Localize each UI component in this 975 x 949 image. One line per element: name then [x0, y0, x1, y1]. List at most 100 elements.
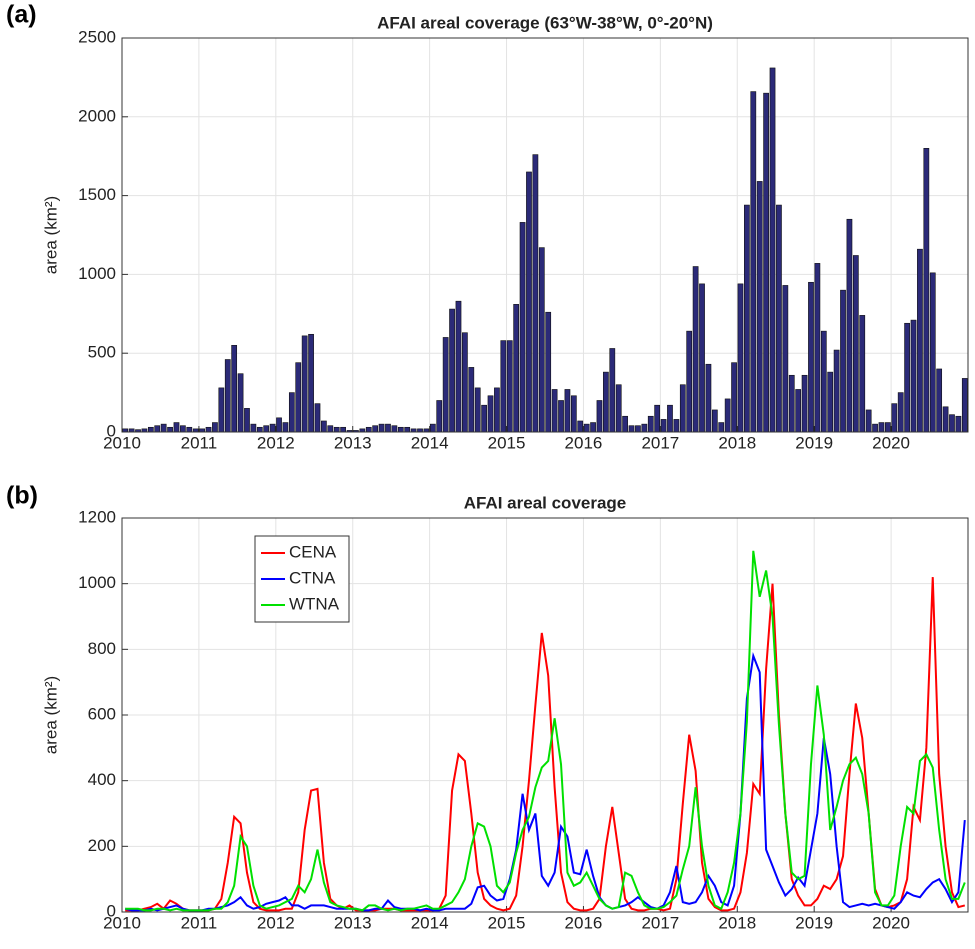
bar	[314, 403, 321, 433]
bar	[840, 289, 846, 433]
y-tick-label: 1200	[78, 507, 116, 526]
bar	[679, 384, 686, 433]
y-tick-label: 1000	[78, 264, 116, 283]
bar	[885, 422, 891, 433]
x-tick-label: 2014	[411, 913, 449, 932]
bar	[865, 409, 872, 433]
bar	[667, 404, 673, 433]
bar	[308, 333, 314, 433]
bar	[404, 426, 411, 433]
bar	[891, 403, 898, 433]
bar	[603, 371, 609, 433]
bar	[654, 404, 661, 433]
bar	[455, 300, 462, 433]
bar	[276, 417, 282, 433]
y-tick-label: 2000	[78, 106, 116, 125]
y-tick-label: 2500	[78, 27, 116, 46]
y-tick-label: 0	[107, 421, 116, 440]
bar	[180, 425, 186, 433]
bar	[961, 378, 968, 433]
bar	[538, 247, 545, 433]
bar	[744, 204, 750, 433]
bar	[737, 283, 744, 433]
bar	[904, 322, 910, 433]
bar	[583, 423, 590, 433]
y-tick-label: 800	[88, 639, 116, 658]
plot-frame	[121, 37, 969, 433]
bar	[487, 395, 494, 433]
y-tick-label: 0	[107, 901, 116, 920]
bar	[724, 398, 731, 433]
bar	[609, 348, 616, 433]
plot-frame	[121, 517, 969, 913]
bar	[596, 400, 603, 433]
series-line	[125, 550, 966, 912]
bar	[474, 387, 481, 433]
bar	[385, 423, 391, 433]
bar	[250, 423, 257, 433]
bar	[506, 340, 513, 433]
bar	[545, 311, 552, 433]
plot-area	[122, 38, 968, 432]
bar	[167, 426, 173, 433]
bar	[859, 315, 866, 433]
bar	[756, 181, 763, 433]
bar	[154, 425, 161, 433]
bar	[321, 420, 327, 433]
y-axis-label: area (km²)	[41, 196, 60, 274]
legend-label: CENA	[289, 542, 337, 561]
y-tick-label: 1500	[78, 185, 116, 204]
bar	[923, 148, 930, 433]
bar	[391, 425, 398, 433]
bar	[570, 395, 577, 433]
bar	[365, 426, 372, 433]
chart-title: AFAI areal coverage (63°W-38°W, 0°-20°N)	[377, 13, 713, 32]
x-tick-label: 2010	[103, 433, 141, 452]
bar	[872, 423, 878, 433]
x-tick-label: 2013	[334, 913, 372, 932]
x-tick-label: 2019	[795, 913, 833, 932]
bar	[256, 426, 263, 433]
bar	[301, 335, 308, 433]
y-tick-label: 400	[88, 770, 116, 789]
bar	[462, 332, 468, 433]
bar	[186, 426, 193, 433]
bar	[218, 387, 225, 433]
x-tick-label: 2013	[334, 433, 372, 452]
bar	[949, 414, 955, 433]
bar	[147, 426, 154, 433]
bar	[519, 222, 526, 433]
bar	[628, 425, 635, 433]
bar	[269, 423, 276, 433]
bar	[788, 374, 795, 433]
bar	[622, 415, 628, 433]
bar	[263, 425, 270, 433]
legend-label: WTNA	[289, 594, 340, 613]
bar	[468, 367, 475, 433]
bar	[929, 272, 936, 433]
x-tick-label: 2015	[488, 433, 526, 452]
bar	[173, 422, 180, 433]
bar	[635, 425, 641, 433]
bar	[333, 426, 340, 433]
bar	[776, 204, 782, 433]
x-tick-label: 2014	[411, 433, 449, 452]
bar	[936, 368, 943, 433]
y-axis-label: area (km²)	[41, 676, 60, 754]
bar	[532, 154, 539, 433]
bar	[551, 389, 558, 433]
bar	[436, 400, 443, 433]
bar	[378, 423, 385, 433]
bar	[814, 263, 821, 433]
bar	[846, 218, 853, 433]
bar	[224, 359, 231, 433]
series-line	[125, 577, 966, 912]
bar	[801, 374, 808, 433]
bar	[705, 363, 712, 433]
x-tick-label: 2017	[641, 433, 679, 452]
bar	[564, 389, 571, 433]
x-tick-label: 2010	[103, 913, 141, 932]
bar	[449, 308, 455, 433]
bar	[699, 283, 705, 433]
